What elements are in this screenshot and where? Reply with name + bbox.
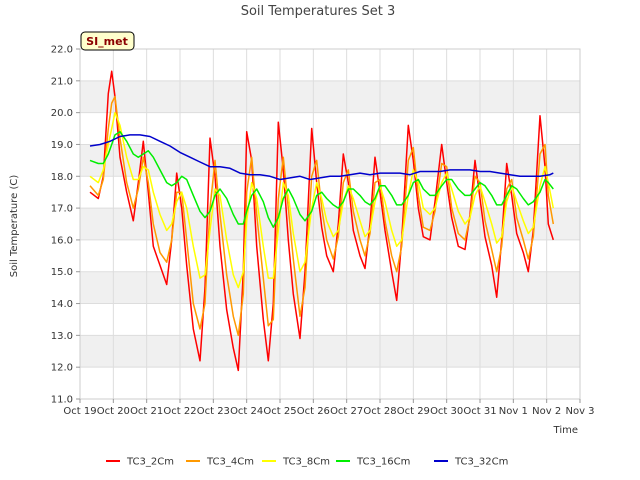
x-tick-label: Oct 31: [463, 406, 496, 417]
x-tick-label: Oct 19: [63, 406, 96, 417]
legend-label: TC3_32Cm: [454, 457, 508, 468]
series-line-tc3-16cm: [89, 130, 554, 228]
legend-item-tc3-32cm: TC3_32Cm: [434, 457, 508, 468]
x-tick-label: Nov 1: [499, 406, 528, 417]
series-line-tc3-4cm: [89, 95, 555, 337]
x-tick-label: Oct 28: [363, 406, 396, 417]
y-tick-label: 11.0: [51, 395, 73, 406]
x-tick-label: Oct 27: [330, 406, 363, 417]
series-line-tc3-32cm: [89, 134, 554, 181]
series-line-tc3-8cm: [89, 111, 555, 289]
y-tick-label: 21.0: [51, 76, 73, 87]
x-tick-label: Oct 29: [397, 406, 430, 417]
legend: TC3_2Cm TC3_4Cm TC3_8Cm TC3_16Cm TC3_32Cm: [106, 457, 508, 468]
legend-label: TC3_4Cm: [206, 457, 254, 468]
y-axis-ticks: 11.0 12.0 13.0 14.0 15.0 16.0 17.0 18.0 19.0 20.0…: [51, 45, 80, 406]
y-tick-label: 14.0: [51, 299, 73, 310]
y-tick-label: 18.0: [51, 172, 73, 183]
legend-label: TC3_16Cm: [356, 457, 410, 468]
x-axis-ticks: Oct 19 Oct 20 Oct 21 Oct 22 Oct 23 Oct 24 Oct …: [63, 399, 595, 417]
x-axis-title: Time: [553, 425, 578, 436]
y-tick-label: 12.0: [51, 363, 73, 374]
legend-item-tc3-8cm: TC3_8Cm: [262, 457, 330, 468]
legend-item-tc3-2cm: TC3_2Cm: [106, 457, 174, 468]
legend-item-tc3-16cm: TC3_16Cm: [336, 457, 410, 468]
site-badge-label: SI_met: [86, 35, 128, 48]
x-tick-label: Oct 30: [430, 406, 463, 417]
y-tick-label: 22.0: [51, 45, 73, 56]
x-tick-label: Oct 23: [197, 406, 230, 417]
y-tick-label: 20.0: [51, 108, 73, 119]
y-tick-label: 16.0: [51, 235, 73, 246]
x-tick-label: Oct 21: [130, 406, 163, 417]
x-tick-label: Oct 26: [297, 406, 330, 417]
plot-band: [80, 335, 580, 368]
site-badge: SI_met: [80, 31, 135, 51]
chart-title: Soil Temperatures Set 3: [241, 4, 396, 19]
y-tick-label: 17.0: [51, 204, 73, 215]
x-tick-label: Nov 3: [565, 406, 594, 417]
legend-item-tc3-4cm: TC3_4Cm: [186, 457, 254, 468]
x-tick-label: Oct 24: [230, 406, 263, 417]
y-axis-title: Soil Temperature (C): [9, 175, 20, 278]
plot-band: [80, 271, 580, 304]
y-tick-label: 19.0: [51, 140, 73, 151]
y-tick-label: 13.0: [51, 331, 73, 342]
plot-frame: [79, 48, 581, 400]
x-tick-label: Nov 2: [532, 406, 561, 417]
y-tick-label: 15.0: [51, 267, 73, 278]
x-tick-label: Oct 25: [263, 406, 296, 417]
plot-band: [80, 144, 580, 177]
legend-label: TC3_2Cm: [126, 457, 174, 468]
series-lines: [89, 70, 555, 372]
legend-label: TC3_8Cm: [282, 457, 330, 468]
plot-band: [80, 80, 580, 113]
site-badge-box: [80, 31, 135, 51]
x-tick-label: Oct 20: [97, 406, 130, 417]
x-tick-label: Oct 22: [163, 406, 196, 417]
plot-background: [80, 49, 580, 399]
